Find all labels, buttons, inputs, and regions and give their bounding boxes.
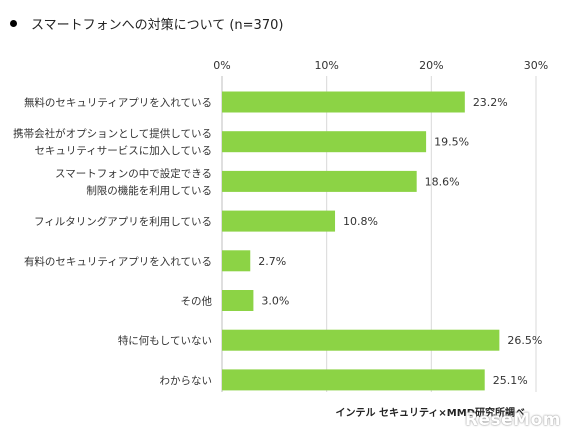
- category-label: わからない: [160, 375, 213, 387]
- bar: [222, 290, 254, 311]
- data-label: 10.8%: [343, 215, 378, 228]
- bar: [222, 170, 417, 192]
- x-tick-label: 20%: [419, 59, 443, 72]
- x-axis-ticks: 0% 10% 20% 30%: [213, 59, 548, 72]
- category-label: 無料のセキュリティアプリを入れている: [24, 96, 212, 109]
- data-label: 19.5%: [434, 136, 469, 149]
- data-label: 23.2%: [473, 96, 508, 109]
- x-tick-label: 0%: [213, 59, 230, 72]
- bar: [222, 91, 465, 113]
- data-label: 3.0%: [261, 295, 289, 308]
- category-label: その他: [181, 295, 213, 308]
- bar: [222, 369, 485, 391]
- chart-title-row: スマートフォンへの対策について (n=370): [10, 14, 283, 33]
- source-credit: インテル セキュリティ×MMD研究所調べ: [335, 408, 525, 419]
- data-label: 25.1%: [493, 374, 528, 387]
- category-label: 制限の機能を利用している: [86, 184, 212, 197]
- bars: 23.2% 19.5% 18.6% 10.8% 2.7% 3.0% 26.5% 25.1%: [222, 91, 542, 391]
- category-labels: 無料のセキュリティアプリを入れている携帯会社がオプションとして提供しているセキュ…: [13, 96, 212, 387]
- bar: [222, 329, 500, 351]
- category-label: 携帯会社がオプションとして提供している: [13, 127, 212, 140]
- x-tick-label: 30%: [524, 59, 548, 72]
- category-label: スマートフォンの中で設定できる: [55, 167, 212, 180]
- category-label: セキュリティサービスに加入している: [34, 145, 212, 157]
- data-label: 2.7%: [258, 255, 286, 268]
- category-label: フィルタリングアプリを利用している: [34, 215, 212, 228]
- bar: [222, 131, 427, 153]
- resemom-logo: ReseMom: [464, 410, 561, 430]
- data-label: 26.5%: [507, 334, 542, 347]
- x-tick-label: 10%: [314, 59, 338, 72]
- bar: [222, 250, 251, 272]
- category-label: 特に何もしていない: [118, 334, 212, 347]
- category-label: 有料のセキュリティアプリを入れている: [24, 255, 212, 268]
- chart-title: スマートフォンへの対策について (n=370): [31, 18, 284, 33]
- data-label: 18.6%: [425, 175, 460, 188]
- bar: [222, 210, 336, 232]
- bullet-icon: [10, 20, 17, 27]
